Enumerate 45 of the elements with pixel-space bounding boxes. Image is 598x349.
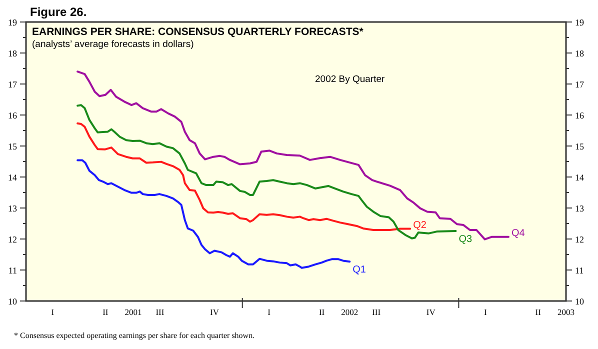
x-tick-label: 2001 <box>124 307 142 317</box>
y-tick-label: 16 <box>8 110 18 120</box>
y2-tick-label: 10 <box>575 296 584 306</box>
y-tick-label: 19 <box>8 18 18 28</box>
y-tick-label: 15 <box>8 142 18 152</box>
x-tick-label: IV <box>426 307 436 317</box>
y2-tick-label: 15 <box>575 142 584 152</box>
x-tick-label: I <box>51 307 54 317</box>
chart-title: Figure 26. <box>30 5 87 19</box>
annotation: (analysts’ average forecasts in dollars) <box>32 39 194 50</box>
x-tick-label: 2003 <box>558 307 574 317</box>
y-tick-label: 14 <box>8 172 18 182</box>
line-series <box>76 104 457 240</box>
x-tick-label: 2002 <box>341 307 358 317</box>
text: * Consensus expected operating earnings per share for each quarter shown. <box>14 331 255 340</box>
x-tick-label: II <box>535 307 542 317</box>
y2-tick-label: 16 <box>575 110 584 120</box>
y2-tick-label: 11 <box>575 266 584 276</box>
chart-subtitle: EARNINGS PER SHARE: CONSENSUS QUARTERLY FORECASTS* <box>32 26 364 38</box>
y2-tick-label: 12 <box>575 234 584 244</box>
line-series <box>76 159 351 269</box>
y-tick-label: 12 <box>8 234 17 244</box>
line-series <box>76 122 412 232</box>
x-tick-label: I <box>484 307 487 317</box>
x-tick-label: III <box>156 307 164 317</box>
x-tick-label: II <box>102 307 108 317</box>
x-tick-label: III <box>372 307 381 317</box>
y2-tick-label: 17 <box>575 80 584 90</box>
x-tick-label: II <box>318 307 325 317</box>
series-label: Q3 <box>458 234 473 245</box>
annotation: 2002 By Quarter <box>315 74 385 85</box>
y-tick-label: 18 <box>8 48 18 58</box>
series-label: Q4 <box>512 228 526 239</box>
x-tick-label: I <box>268 307 271 317</box>
y-tick-label: 11 <box>8 266 17 276</box>
y2-tick-label: 18 <box>575 48 584 58</box>
series-label: Q1 <box>352 264 366 276</box>
y-tick-label: 13 <box>8 204 18 214</box>
x-tick-label: IV <box>210 307 220 317</box>
y-tick-label: 10 <box>8 296 18 306</box>
series-label: Q2 <box>413 220 427 231</box>
y2-tick-label: 13 <box>575 204 584 214</box>
y2-tick-label: 14 <box>575 172 584 182</box>
y2-tick-label: 19 <box>575 18 584 28</box>
y-tick-label: 17 <box>8 80 18 90</box>
